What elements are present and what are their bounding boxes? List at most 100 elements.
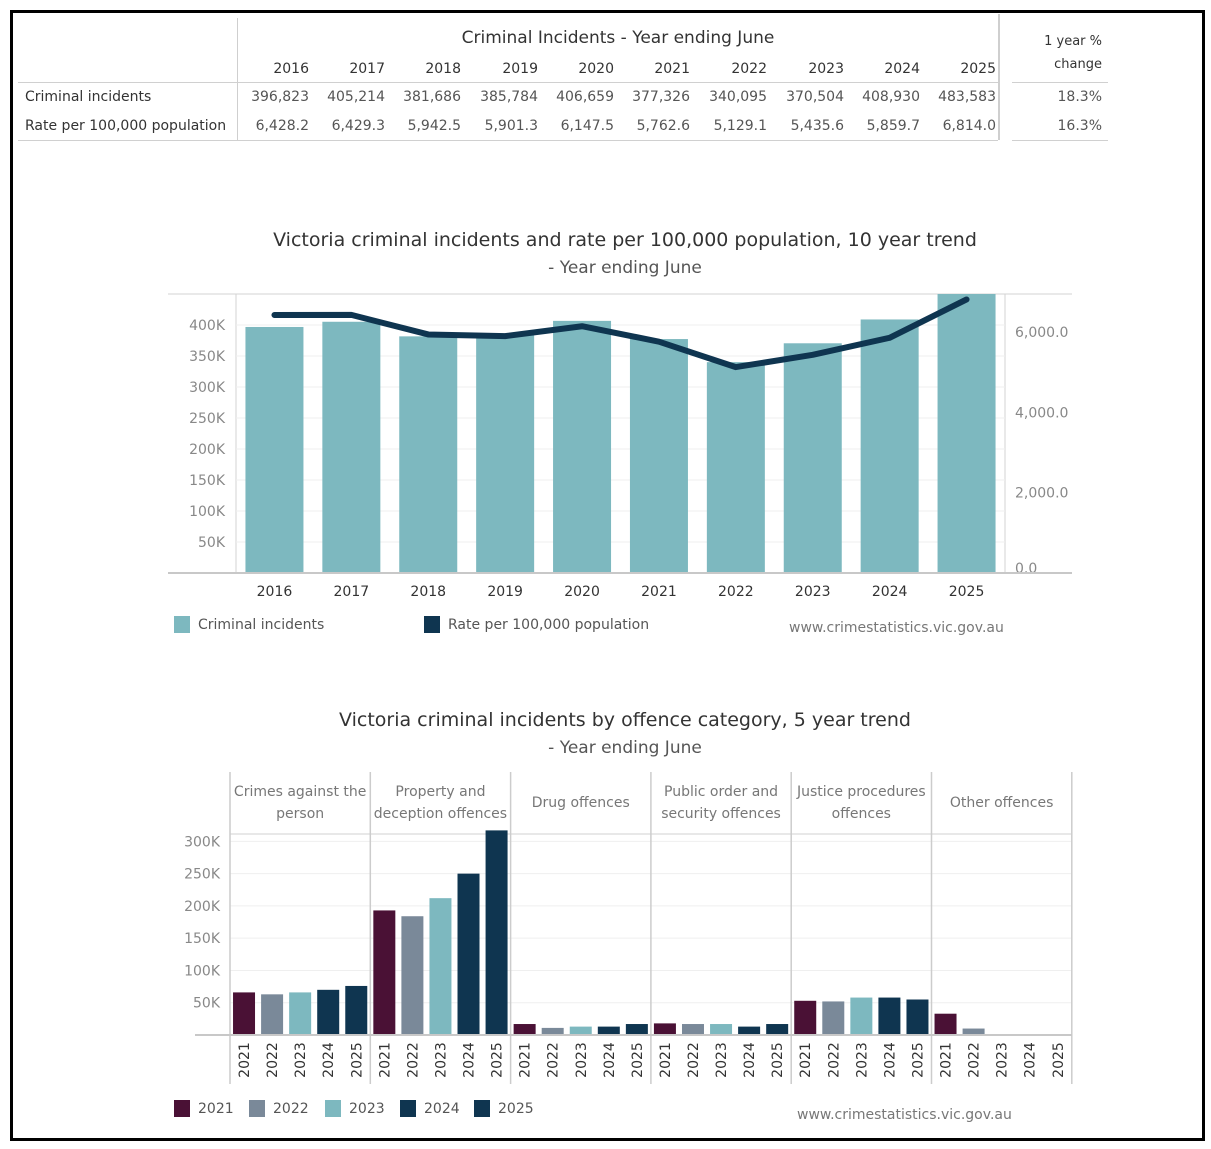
- x-tick-label: 2022: [967, 1042, 983, 1078]
- legend-item-2022[interactable]: 2022: [249, 1100, 309, 1117]
- table-year-header: 2024: [884, 61, 920, 77]
- table-cell: 396,823: [251, 89, 309, 105]
- table-cell: 5,859.7: [866, 118, 920, 134]
- bar-2-2022: [541, 1027, 564, 1035]
- table-cell: 6,429.3: [331, 118, 385, 134]
- left-tick-label: 150K: [189, 473, 226, 489]
- bar-2019: [476, 333, 535, 573]
- x-tick-label: 2025: [490, 1042, 506, 1078]
- legend-item-2021[interactable]: 2021: [174, 1100, 234, 1117]
- bar-2020: [553, 320, 612, 573]
- bar-3-2025: [766, 1024, 789, 1035]
- legend-label: 2023: [349, 1100, 385, 1117]
- legend-item-2024[interactable]: 2024: [400, 1100, 460, 1117]
- left-tick-label: 400K: [189, 318, 226, 334]
- x-tick-label: 2025: [630, 1042, 646, 1078]
- facet-header: Drug offences: [531, 795, 630, 811]
- facet-header: Justice procedures offences: [796, 784, 926, 822]
- legend-label: 2022: [273, 1100, 309, 1117]
- table-divider: [237, 18, 238, 140]
- table-cell: 5,901.3: [484, 118, 538, 134]
- bar-5-2022: [962, 1028, 985, 1035]
- source-link[interactable]: www.crimestatistics.vic.gov.au: [797, 1107, 1012, 1123]
- table-year-header: 2023: [808, 61, 844, 77]
- change-rate: 16.3%: [1057, 118, 1102, 134]
- x-tick-label: 2022: [718, 584, 754, 600]
- y-tick-label: 150K: [184, 931, 221, 947]
- legend-item-incidents[interactable]: Criminal incidents: [174, 616, 324, 633]
- x-tick-label: 2017: [334, 584, 370, 600]
- left-tick-label: 250K: [189, 411, 226, 427]
- table-cell: 340,095: [709, 89, 767, 105]
- bar-0-2021: [233, 992, 256, 1035]
- legend-label: 2024: [424, 1100, 460, 1117]
- x-tick-label: 2018: [410, 584, 446, 600]
- legend-swatch: [400, 1100, 416, 1117]
- legend-swatch: [474, 1100, 490, 1117]
- bar-4-2025: [906, 999, 929, 1035]
- x-tick-label: 2025: [910, 1042, 926, 1078]
- bar-1-2025: [485, 830, 508, 1035]
- bar-4-2022: [822, 1001, 845, 1035]
- left-tick-label: 50K: [198, 535, 226, 551]
- x-tick-label: 2021: [237, 1042, 253, 1078]
- row-label-rate: Rate per 100,000 population: [25, 118, 227, 134]
- left-tick-label: 350K: [189, 349, 226, 365]
- legend-swatch: [174, 1100, 190, 1117]
- table-cell: 408,930: [862, 89, 920, 105]
- x-tick-label: 2024: [742, 1042, 758, 1078]
- table-cell: 5,942.5: [407, 118, 461, 134]
- table-rule: [18, 82, 998, 83]
- x-tick-label: 2025: [770, 1042, 786, 1078]
- bar-3-2024: [738, 1026, 761, 1035]
- x-tick-label: 2019: [487, 584, 523, 600]
- y-tick-label: 100K: [184, 963, 221, 979]
- facet-header: Property and deception offences: [373, 784, 508, 822]
- bar-2023: [783, 343, 842, 573]
- legend-item-rate[interactable]: Rate per 100,000 population: [424, 616, 649, 633]
- table-cell: 5,762.6: [636, 118, 690, 134]
- x-tick-label: 2023: [995, 1042, 1011, 1078]
- x-tick-label: 2023: [854, 1042, 870, 1078]
- table-year-header: 2017: [349, 61, 385, 77]
- x-tick-label: 2024: [872, 584, 908, 600]
- x-tick-label: 2024: [321, 1042, 337, 1078]
- table-rule: [1012, 82, 1108, 83]
- bar-2022: [706, 362, 765, 573]
- bar-5-2021: [934, 1013, 957, 1035]
- bar-0-2025: [345, 985, 368, 1035]
- legend-item-2025[interactable]: 2025: [474, 1100, 534, 1117]
- bar-2025: [937, 294, 996, 573]
- x-tick-label: 2024: [462, 1042, 478, 1078]
- y-tick-label: 300K: [184, 834, 221, 850]
- bar-2016: [245, 326, 304, 573]
- dashboard-frame: [10, 10, 1205, 1141]
- x-tick-label: 2024: [882, 1042, 898, 1078]
- change-header: 1 year % change: [1012, 30, 1102, 76]
- x-tick-label: 2023: [293, 1042, 309, 1078]
- rate-line: [271, 296, 970, 371]
- chart1-plot: 50K100K150K200K250K300K350K400K0.02,000.…: [168, 293, 1072, 600]
- table-cell: 385,784: [480, 89, 538, 105]
- legend-item-2023[interactable]: 2023: [325, 1100, 385, 1117]
- table-divider: [998, 14, 1000, 140]
- bar-3-2021: [653, 1023, 676, 1035]
- chart2-title: Victoria criminal incidents by offence c…: [339, 709, 911, 731]
- table-year-header: 2016: [273, 61, 309, 77]
- table-cell: 5,435.6: [790, 118, 844, 134]
- legend-label: 2025: [498, 1100, 534, 1117]
- row-label-incidents: Criminal incidents: [25, 89, 152, 105]
- x-tick-label: 2025: [349, 1042, 365, 1078]
- y-tick-label: 200K: [184, 899, 221, 915]
- bar-2-2021: [513, 1024, 536, 1035]
- table-rule: [18, 140, 998, 141]
- change-header-line1: 1 year %: [1044, 34, 1102, 49]
- legend-swatch: [325, 1100, 341, 1117]
- left-tick-label: 300K: [189, 380, 226, 396]
- source-link[interactable]: www.crimestatistics.vic.gov.au: [789, 620, 1004, 636]
- table-cell: 381,686: [403, 89, 461, 105]
- table-cell: 483,583: [938, 89, 996, 105]
- x-tick-label: 2024: [1023, 1042, 1039, 1078]
- chart1-title: Victoria criminal incidents and rate per…: [273, 229, 977, 251]
